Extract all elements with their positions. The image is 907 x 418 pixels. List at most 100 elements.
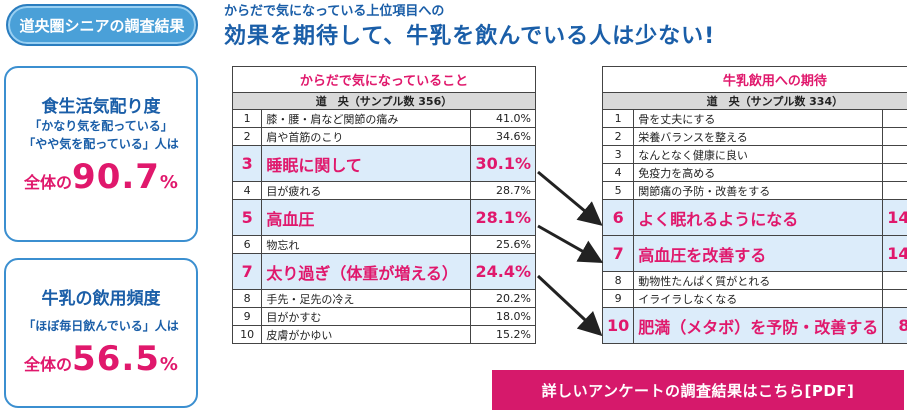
item-cell: よく眠れるようになる <box>633 199 884 236</box>
table-row: 6 物忘れ 25.6% <box>231 235 536 254</box>
milk-frequency-prefix: 全体の <box>24 355 73 374</box>
header-title: 効果を期待して、牛乳を飲んでいる人は少ない! <box>224 24 716 49</box>
item-cell: イライラしなくなる <box>633 289 884 308</box>
item-cell: 免疫力を高める <box>633 163 884 182</box>
milk-expectations-table: 牛乳飲用への期待 道 央（サンプル数 334） 1骨を丈夫にする76.9%2栄養… <box>601 66 907 344</box>
header-subtitle: からだで気になっている上位項目への <box>224 4 445 19</box>
table-row: 9 目がかすむ 18.0% <box>231 307 536 326</box>
table-row: 10 皮膚がかゆい 15.2% <box>231 325 536 344</box>
table-row: 8動物性たんぱく質がとれる14.1% <box>601 271 907 290</box>
item-cell: 関節痛の予防・改善をする <box>633 181 884 200</box>
milk-frequency-title: 牛乳の飲用頻度 <box>41 289 161 309</box>
table-row: 4免疫力を高める22.2% <box>601 163 907 182</box>
rank-cell: 6 <box>601 199 635 236</box>
percent-cell: 34.6% <box>470 127 536 146</box>
rank-cell: 2 <box>601 127 635 146</box>
percent-cell: 18.0% <box>470 307 536 326</box>
diet-care-number: 90.7 <box>72 157 160 197</box>
item-cell: 物忘れ <box>261 235 472 254</box>
percent-cell: 14.4% <box>882 235 907 272</box>
milk-expectations-caption: 牛乳飲用への期待 <box>602 66 907 93</box>
table-row: 1骨を丈夫にする76.9% <box>601 109 907 128</box>
table-row: 3 睡眠に関して 30.1% <box>231 145 536 182</box>
table-row: 2 肩や首筋のこり 34.6% <box>231 127 536 146</box>
rank-cell: 7 <box>231 253 263 290</box>
item-cell: 目がかすむ <box>261 307 472 326</box>
rank-cell: 9 <box>601 289 635 308</box>
milk-frequency-number: 56.5 <box>72 339 160 379</box>
milk-frequency-unit: % <box>159 354 178 375</box>
diet-care-unit: % <box>159 172 178 193</box>
table-row: 7 太り過ぎ（体重が増える） 24.4% <box>231 253 536 290</box>
milk-frequency-value: 全体の56.5% <box>6 339 196 379</box>
item-cell: 動物性たんぱく質がとれる <box>633 271 884 290</box>
table-row: 8 手先・足先の冷え 20.2% <box>231 289 536 308</box>
rank-cell: 8 <box>601 271 635 290</box>
rank-cell: 2 <box>231 127 263 146</box>
percent-cell: 35.9% <box>882 127 907 146</box>
diet-care-title: 食生活気配り度 <box>41 97 161 117</box>
percent-cell: 22.2% <box>882 163 907 182</box>
item-cell: 肩や首筋のこり <box>261 127 472 146</box>
rank-cell: 10 <box>231 325 263 344</box>
percent-cell: 18.0% <box>882 181 907 200</box>
item-cell: 太り過ぎ（体重が増える） <box>261 253 472 290</box>
item-cell: 睡眠に関して <box>261 145 472 182</box>
survey-badge: 道央圏シニアの調査結果 <box>6 4 198 46</box>
table-row: 9イライラしなくなる13.5% <box>601 289 907 308</box>
body-concerns-caption: からだで気になっていること <box>232 66 536 93</box>
rank-cell: 6 <box>231 235 263 254</box>
rank-cell: 1 <box>601 109 635 128</box>
diet-care-value: 全体の90.7% <box>6 157 196 197</box>
milk-frequency-card: 牛乳の飲用頻度 「ほぼ毎日飲んでいる」人は 全体の56.5% <box>4 258 198 408</box>
percent-cell: 76.9% <box>882 109 907 128</box>
diet-care-line1: 「かなり気を配っている」 <box>29 119 173 133</box>
table-row: 1 膝・腰・肩など関節の痛み 41.0% <box>231 109 536 128</box>
percent-cell: 30.1% <box>470 145 536 182</box>
item-cell: 膝・腰・肩など関節の痛み <box>261 109 472 128</box>
percent-cell: 28.1% <box>470 199 536 236</box>
arrow-sleep <box>537 170 603 226</box>
table-row: 3なんとなく健康に良い29.9% <box>601 145 907 164</box>
rank-cell: 3 <box>601 145 635 164</box>
diet-care-card: 食生活気配り度 「かなり気を配っている」 「やや気を配っている」人は 全体の90… <box>4 66 198 242</box>
table-row: 4 目が疲れる 28.7% <box>231 181 536 200</box>
table-row: 5 高血圧 28.1% <box>231 199 536 236</box>
rank-cell: 3 <box>231 145 263 182</box>
rank-cell: 8 <box>231 289 263 308</box>
table-row: 2栄養バランスを整える35.9% <box>601 127 907 146</box>
rank-cell: 5 <box>231 199 263 236</box>
milk-expectations-header: 道 央（サンプル数 334） <box>602 92 907 110</box>
rank-cell: 4 <box>601 163 635 182</box>
item-cell: 高血圧 <box>261 199 472 236</box>
rank-cell: 7 <box>601 235 635 272</box>
item-cell: 肥満（メタボ）を予防・改善する <box>633 307 884 344</box>
percent-cell: 14.7% <box>882 199 907 236</box>
percent-cell: 14.1% <box>882 271 907 290</box>
rank-cell: 5 <box>601 181 635 200</box>
item-cell: 高血圧を改善する <box>633 235 884 272</box>
percent-cell: 8.4% <box>882 307 907 344</box>
diet-care-prefix: 全体の <box>24 173 73 192</box>
rank-cell: 4 <box>231 181 263 200</box>
body-concerns-table: からだで気になっていること 道 央（サンプル数 356） 1 膝・腰・肩など関節の… <box>231 66 536 344</box>
item-cell: 目が疲れる <box>261 181 472 200</box>
item-cell: 栄養バランスを整える <box>633 127 884 146</box>
arrow-blood-pressure <box>537 224 604 263</box>
item-cell: 骨を丈夫にする <box>633 109 884 128</box>
rank-cell: 1 <box>231 109 263 128</box>
item-cell: 手先・足先の冷え <box>261 289 472 308</box>
body-concerns-header: 道 央（サンプル数 356） <box>232 92 536 110</box>
item-cell: なんとなく健康に良い <box>633 145 884 164</box>
percent-cell: 15.2% <box>470 325 536 344</box>
percent-cell: 41.0% <box>470 109 536 128</box>
percent-cell: 24.4% <box>470 253 536 290</box>
survey-pdf-link[interactable]: 詳しいアンケートの調査結果はこちら[PDF] <box>492 370 904 410</box>
percent-cell: 13.5% <box>882 289 907 308</box>
rank-cell: 9 <box>231 307 263 326</box>
milk-frequency-line1: 「ほぼ毎日飲んでいる」人は <box>23 319 179 333</box>
